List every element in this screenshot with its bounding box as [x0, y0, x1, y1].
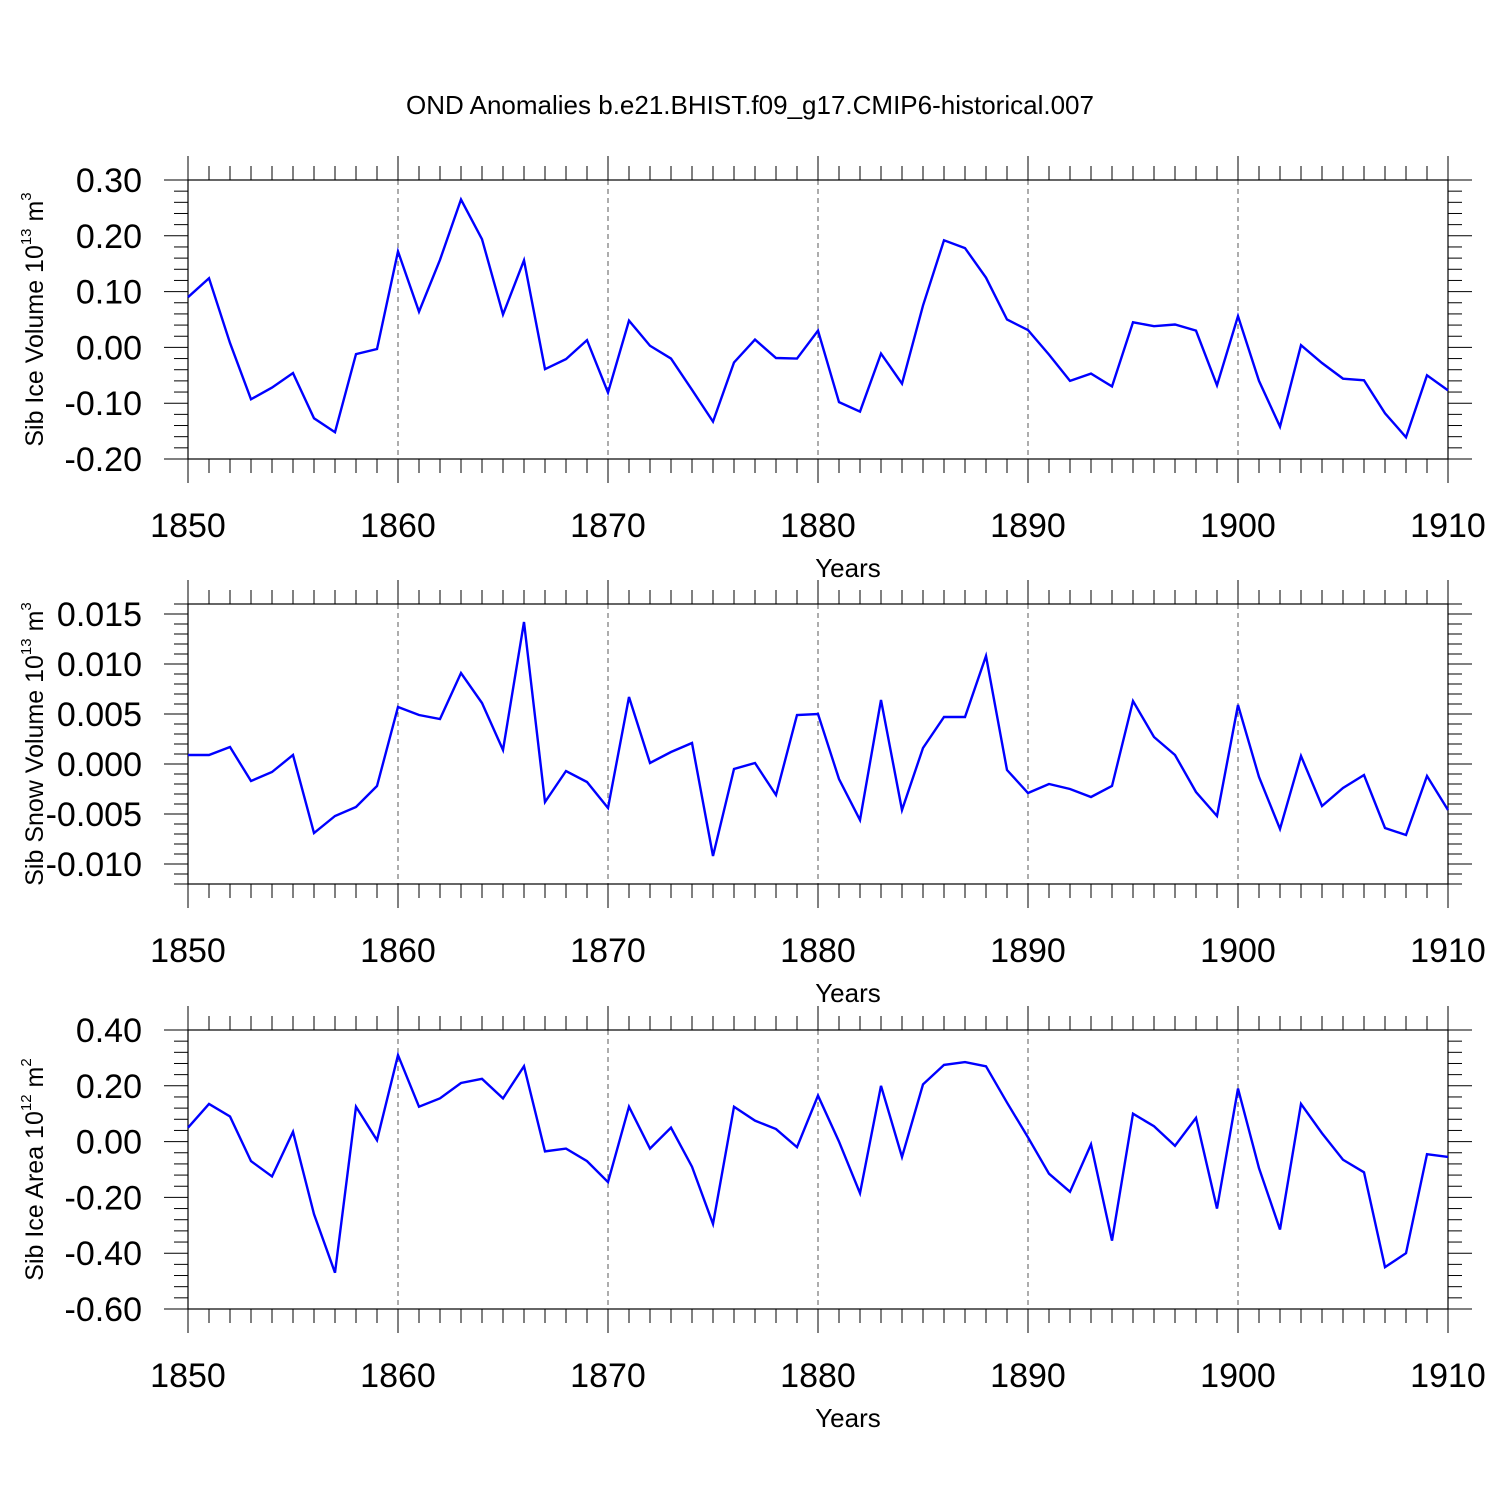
- x-axis-label: Years: [815, 978, 881, 1008]
- chart-panel-3: 1850 1860 1870 1880 1890 1900 1910 -0.60 -0.40 -0…: [18, 1006, 1486, 1433]
- x-tick-label: 1910: [1410, 1357, 1486, 1395]
- y-tick-label: 0.015: [57, 596, 142, 634]
- y-axis-label-text: m: [21, 201, 49, 229]
- x-tick-label: 1850: [150, 1357, 226, 1395]
- y-tick-label: 0.005: [57, 696, 142, 734]
- y-tick-label: -0.20: [65, 1179, 143, 1217]
- y-axis-label-superscript: 3: [18, 602, 35, 610]
- series-line: [188, 621, 1450, 857]
- x-tick-label: 1890: [990, 932, 1066, 970]
- y-axis-label-text: m: [21, 1067, 49, 1095]
- chart-panel-1: 1850 1860 1870 1880 1890 1900 1910 -0.20 -0.10 0.…: [18, 156, 1486, 583]
- y-tick-label: 0.010: [57, 646, 142, 684]
- x-tick-label: 1870: [570, 932, 646, 970]
- series-line: [187, 1051, 1449, 1274]
- x-tick-label: 1890: [990, 507, 1066, 545]
- y-tick-label: -0.40: [65, 1235, 143, 1273]
- y-tick-label: 0.00: [76, 1124, 142, 1162]
- x-tick-label: 1900: [1200, 1357, 1276, 1395]
- y-axis-label: Sib Ice Volume 1013 m3: [18, 192, 49, 446]
- x-tick-label: 1900: [1200, 507, 1276, 545]
- y-tick-label: 0.20: [76, 218, 142, 256]
- y-axis-label-superscript: 3: [18, 192, 35, 200]
- y-tick-label: 0.20: [76, 1068, 142, 1106]
- y-axis-label-text: Sib Ice Area 10: [21, 1111, 49, 1281]
- y-axis-label-text: m: [21, 611, 49, 639]
- y-tick-label: -0.60: [65, 1291, 143, 1329]
- y-tick-label: 0.000: [57, 746, 142, 784]
- x-tick-label: 1890: [990, 1357, 1066, 1395]
- y-axis-label: Sib Ice Area 1012 m2: [18, 1058, 49, 1280]
- x-tick-label: 1850: [150, 507, 226, 545]
- series-line: [187, 196, 1449, 440]
- x-tick-label: 1900: [1200, 932, 1276, 970]
- y-tick-label: -0.10: [65, 385, 143, 423]
- x-tick-label: 1860: [360, 507, 436, 545]
- y-axis-label-text: Sib Snow Volume 10: [21, 655, 49, 886]
- x-tick-label: 1850: [150, 932, 226, 970]
- y-tick-label: -0.010: [46, 846, 142, 884]
- x-axis-label: Years: [815, 553, 881, 583]
- panels: 1850 1860 1870 1880 1890 1900 1910 -0.20 -0.10 0.…: [18, 156, 1486, 1433]
- y-tick-label: 0.40: [76, 1012, 142, 1050]
- y-tick-label: -0.20: [65, 441, 143, 479]
- x-tick-label: 1910: [1410, 507, 1486, 545]
- x-tick-label: 1880: [780, 1357, 856, 1395]
- y-axis-label: Sib Snow Volume 1013 m3: [18, 602, 49, 886]
- y-axis-label-superscript: 12: [18, 1094, 35, 1111]
- x-axis-label: Years: [815, 1403, 881, 1433]
- x-tick-label: 1870: [570, 507, 646, 545]
- y-tick-label: -0.005: [46, 796, 142, 834]
- y-tick-label: 0.10: [76, 274, 142, 312]
- x-tick-label: 1860: [360, 1357, 436, 1395]
- y-tick-label: 0.30: [76, 162, 142, 200]
- x-tick-label: 1910: [1410, 932, 1486, 970]
- x-tick-label: 1880: [780, 507, 856, 545]
- y-axis-label-superscript: 13: [18, 228, 35, 245]
- y-axis-label-superscript: 2: [18, 1058, 35, 1066]
- chart-panel-2: 1850 1860 1870 1880 1890 1900 1910 -0.010 -0.005…: [18, 580, 1486, 1008]
- y-axis-label-superscript: 13: [18, 638, 35, 655]
- y-tick-label: 0.00: [76, 329, 142, 367]
- x-tick-label: 1870: [570, 1357, 646, 1395]
- x-tick-label: 1860: [360, 932, 436, 970]
- figure-title: OND Anomalies b.e21.BHIST.f09_g17.CMIP6-…: [406, 90, 1094, 120]
- x-tick-label: 1880: [780, 932, 856, 970]
- y-axis-label-text: Sib Ice Volume 10: [21, 245, 49, 447]
